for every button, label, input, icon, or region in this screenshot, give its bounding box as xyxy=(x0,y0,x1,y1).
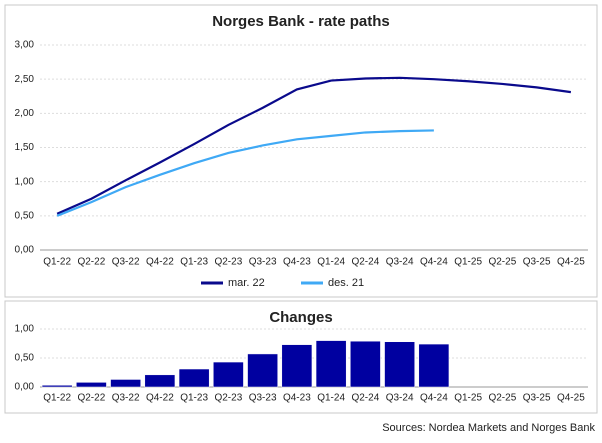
line-series xyxy=(56,129,434,217)
legend-label: des. 21 xyxy=(328,277,364,289)
x-tick-label: Q3-22 xyxy=(112,257,140,268)
bar xyxy=(247,353,278,388)
bar xyxy=(418,343,450,388)
x-tick-label: Q1-22 xyxy=(43,257,71,268)
x-tick-label: Q2-25 xyxy=(488,393,516,404)
x-tick-label: Q1-22 xyxy=(43,393,71,404)
bar xyxy=(281,344,313,388)
y-tick-label: 1,50 xyxy=(15,142,35,153)
x-tick-label: Q2-24 xyxy=(351,393,379,404)
y-tick-label: 1,00 xyxy=(15,176,35,187)
x-tick-label: Q4-25 xyxy=(557,257,585,268)
x-tick-label: Q3-25 xyxy=(523,393,551,404)
x-tick-label: Q3-23 xyxy=(249,257,277,268)
bar xyxy=(41,385,73,388)
x-tick-label: Q2-25 xyxy=(488,257,516,268)
x-tick-label: Q1-23 xyxy=(180,393,208,404)
bar xyxy=(178,368,210,388)
x-tick-label: Q3-22 xyxy=(112,393,140,404)
y-tick-label: 0,50 xyxy=(15,210,35,221)
y-tick-label: 2,00 xyxy=(15,108,35,119)
x-tick-label: Q1-24 xyxy=(317,257,345,268)
bar xyxy=(350,340,381,388)
x-tick-label: Q1-23 xyxy=(180,257,208,268)
bar xyxy=(110,379,141,388)
y-tick-label: 1,00 xyxy=(15,324,35,335)
x-tick-label: Q4-22 xyxy=(146,257,174,268)
y-tick-label: 0,00 xyxy=(15,245,35,256)
x-tick-label: Q2-23 xyxy=(214,393,242,404)
bar xyxy=(213,361,244,388)
chart-frame xyxy=(4,4,598,298)
x-tick-label: Q1-24 xyxy=(317,393,345,404)
y-tick-label: 3,00 xyxy=(15,40,35,51)
x-tick-label: Q2-22 xyxy=(77,257,105,268)
y-tick-label: 0,00 xyxy=(15,382,35,393)
bar xyxy=(76,382,107,388)
x-tick-label: Q3-25 xyxy=(523,257,551,268)
x-tick-label: Q3-23 xyxy=(249,393,277,404)
y-tick-label: 2,50 xyxy=(15,74,35,85)
bar xyxy=(384,341,415,388)
bar xyxy=(144,374,176,388)
source: Sources: Nordea Markets and Norges Bank xyxy=(382,422,595,434)
x-tick-label: Q2-23 xyxy=(214,257,242,268)
x-tick-label: Q4-24 xyxy=(420,257,448,268)
x-tick-label: Q4-25 xyxy=(557,393,585,404)
bar xyxy=(315,340,347,388)
y-tick-label: 0,50 xyxy=(15,353,35,364)
x-tick-label: Q1-25 xyxy=(454,257,482,268)
x-tick-label: Q1-25 xyxy=(454,393,482,404)
x-tick-label: Q2-22 xyxy=(77,393,105,404)
chart-title: Norges Bank - rate paths xyxy=(212,13,390,30)
line-series xyxy=(56,76,572,215)
x-tick-label: Q2-24 xyxy=(351,257,379,268)
x-tick-label: Q3-24 xyxy=(386,257,414,268)
x-tick-label: Q4-23 xyxy=(283,393,311,404)
x-tick-label: Q3-24 xyxy=(386,393,414,404)
legend-label: mar. 22 xyxy=(228,277,265,289)
x-tick-label: Q4-24 xyxy=(420,393,448,404)
x-tick-label: Q4-23 xyxy=(283,257,311,268)
chart-title: Changes xyxy=(269,309,332,326)
x-tick-label: Q4-22 xyxy=(146,393,174,404)
